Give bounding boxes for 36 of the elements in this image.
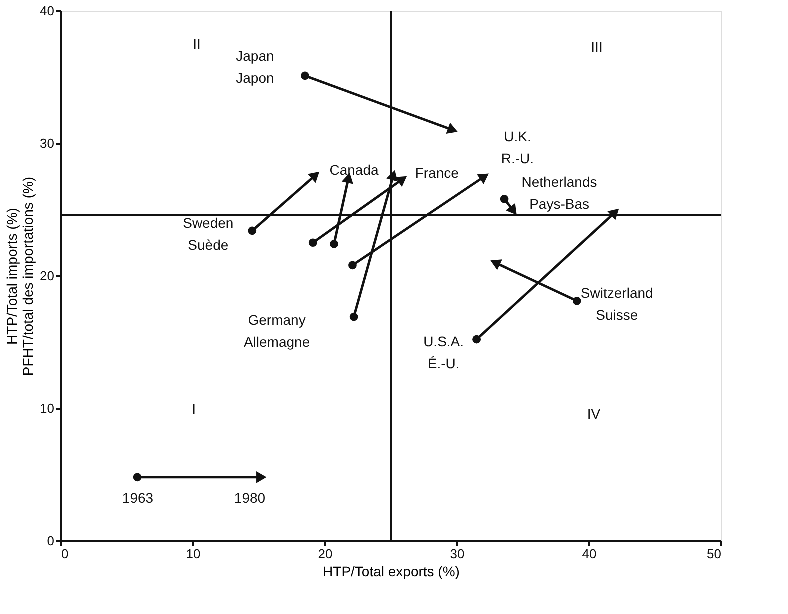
text: Japan Japon: [236, 48, 274, 86]
point: [348, 261, 357, 270]
point: [301, 72, 310, 80]
y-tick-label: 20: [40, 268, 54, 284]
point: [572, 297, 582, 306]
point: [350, 312, 358, 322]
y-tick-label: 0: [47, 534, 54, 548]
x-tick-label: 0: [62, 546, 69, 562]
x-axis-title: HTP/Total exports (%): [323, 564, 460, 580]
x-tick-label: 40: [582, 546, 597, 562]
text: Germany Allemagne: [244, 312, 310, 350]
y-axis-title: HTP/Total imports (%) PFHT/total des importations (%): [4, 176, 36, 376]
series-label: U.K. R.-U.: [501, 128, 534, 166]
annotation: IV: [587, 406, 602, 422]
series-label: Switzerland Suisse: [580, 285, 654, 324]
y-tick-label: 10: [40, 401, 54, 416]
series-label: France: [415, 164, 460, 181]
y-tick-label: 40: [40, 4, 54, 18]
annotation: I: [192, 401, 196, 417]
annotation: 1963: [122, 490, 154, 506]
x-tick-label: 20: [318, 546, 333, 562]
series-label: U.S.A. É.-U.: [424, 334, 464, 372]
point: [133, 473, 142, 482]
y-tick-label: 30: [40, 136, 54, 151]
annotation: III: [591, 39, 603, 55]
series-label: Netherlands Pays-Bas: [522, 174, 598, 212]
point: [308, 238, 318, 248]
x-tick-label: 50: [707, 546, 722, 562]
point: [248, 226, 257, 236]
annotation: 1980: [234, 490, 266, 506]
x-tick-label: 10: [186, 546, 201, 562]
point: [500, 194, 509, 204]
annotation: II: [193, 36, 201, 52]
x-tick-label: 30: [450, 546, 465, 562]
point: [472, 335, 481, 344]
series-label: Sweden Suède: [183, 214, 234, 253]
